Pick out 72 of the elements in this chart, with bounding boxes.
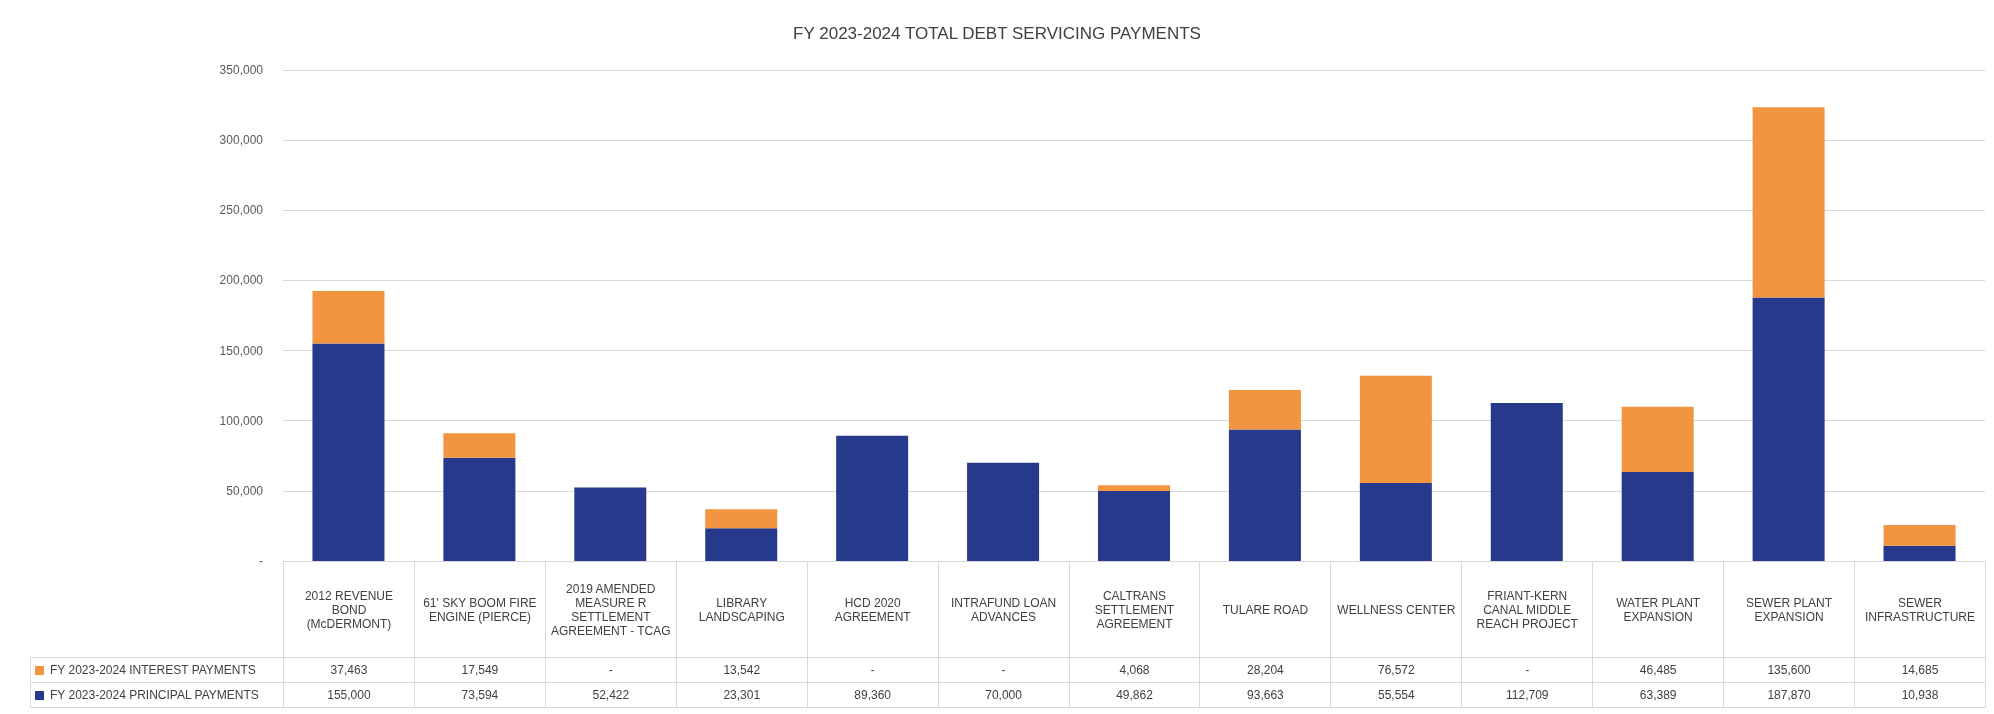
x-tick-label: SEWER PLANT EXPANSION [1723,561,1855,658]
y-tick-label: 300,000 [219,133,264,148]
bar [312,343,385,561]
data-label: 93,663 [1199,682,1331,708]
x-tick-label: 2019 AMENDED MEASURE R SETTLEMENT AGREEMENT - TCAG [545,561,677,658]
x-tick-label: 2012 REVENUE BOND (McDERMONT) [283,561,415,658]
bar [1359,375,1432,484]
y-tick-label: 350,000 [219,63,264,77]
bar [1883,525,1956,546]
data-label: 23,301 [676,682,808,708]
bar [1228,390,1301,430]
data-label: 73,594 [414,682,546,708]
x-tick-label: CALTRANS SETTLEMENT AGREEMENT [1069,561,1200,658]
data-label: 187,870 [1723,682,1855,708]
data-label: 4,068 [1069,657,1200,683]
legend-label: FY 2023-2024 INTEREST PAYMENTS [30,657,284,683]
y-tick-label: 200,000 [219,273,264,288]
bar [1752,107,1825,298]
data-label: 49,862 [1069,682,1200,708]
data-label: 37,463 [283,657,415,683]
x-tick-label: 61' SKY BOOM FIRE ENGINE (PIERCE) [414,561,546,658]
data-label: 10,938 [1854,682,1986,708]
data-label: - [807,657,939,683]
data-label: 17,549 [414,657,546,683]
x-tick-label: WELLNESS CENTER [1330,561,1462,658]
bar [705,509,778,529]
x-tick-label: WATER PLANT EXPANSION [1592,561,1724,658]
x-tick-label: HCD 2020 AGREEMENT [807,561,939,658]
chart-title: FY 2023-2024 TOTAL DEBT SERVICING PAYMENTS [793,24,1201,43]
data-label: - [545,657,677,683]
data-label: 135,600 [1723,657,1855,683]
x-tick-label: LIBRARY LANDSCAPING [676,561,808,658]
bar [312,291,385,344]
data-label: 13,542 [676,657,808,683]
y-tick-label: 150,000 [219,343,264,358]
x-tick-label: INTRAFUND LOAN ADVANCES [938,561,1070,658]
bar [443,457,516,561]
bar [1359,483,1432,561]
bar [836,435,909,561]
y-tick-label: 250,000 [219,203,264,218]
data-label: 89,360 [807,682,939,708]
bar [1621,472,1694,561]
y-tick-label: 100,000 [219,413,264,428]
bar [443,433,516,458]
data-label: 70,000 [938,682,1070,708]
data-label: 112,709 [1461,682,1593,708]
x-tick-label: SEWER INFRASTRUCTURE [1854,561,1986,658]
bar [574,487,647,561]
data-label: 155,000 [283,682,415,708]
data-label: 14,685 [1854,657,1986,683]
x-tick-label: TULARE ROAD [1199,561,1331,658]
x-tick-label: FRIANT-KERN CANAL MIDDLE REACH PROJECT [1461,561,1593,658]
data-label: 55,554 [1330,682,1462,708]
y-tick-label: 50,000 [226,483,264,498]
data-label: 52,422 [545,682,677,708]
bar [967,462,1040,561]
bar [1883,545,1956,561]
data-label: 76,572 [1330,657,1462,683]
bar [1752,297,1825,561]
bar [1098,485,1170,492]
bar [705,528,778,561]
data-label: 46,485 [1592,657,1724,683]
data-label: 63,389 [1592,682,1724,708]
bar [1490,402,1563,561]
bar [1228,429,1301,561]
bar [1098,491,1170,561]
data-label: 28,204 [1199,657,1331,683]
bar [1621,406,1694,473]
data-label: - [938,657,1070,683]
legend-label: FY 2023-2024 PRINCIPAL PAYMENTS [30,682,284,708]
data-label: - [1461,657,1593,683]
y-tick-label: - [259,554,263,568]
